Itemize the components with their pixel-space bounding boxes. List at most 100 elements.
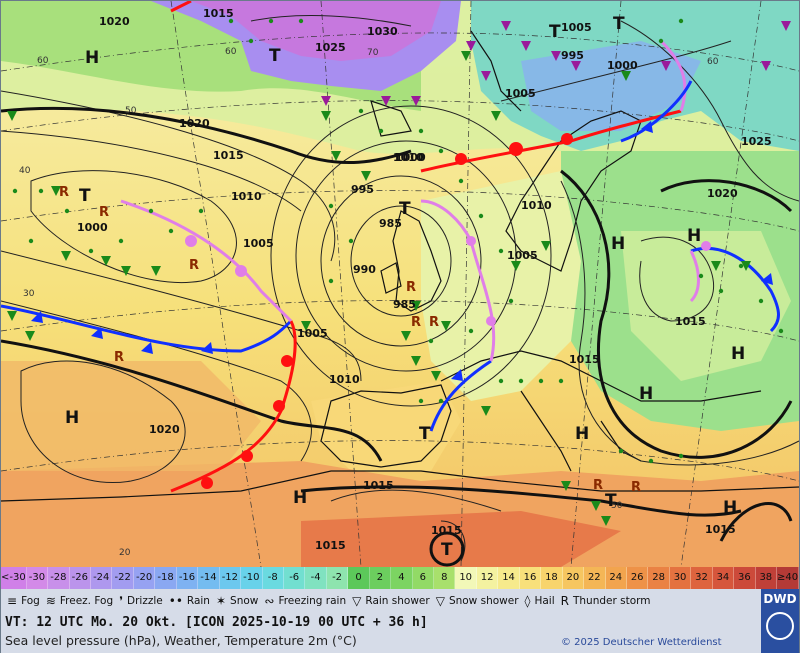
svg-text:1000: 1000 bbox=[77, 221, 108, 234]
svg-text:30: 30 bbox=[23, 289, 35, 299]
svg-text:70: 70 bbox=[367, 48, 379, 58]
svg-text:1010: 1010 bbox=[521, 199, 552, 212]
scale-cell: 36 bbox=[734, 567, 756, 589]
bold-isobars bbox=[1, 106, 793, 542]
scale-cell: 18 bbox=[541, 567, 563, 589]
svg-text:1020: 1020 bbox=[149, 423, 180, 436]
scale-cell: -30 bbox=[26, 567, 49, 589]
legend-item: ▽ Rain shower bbox=[352, 595, 430, 607]
fog-icon: ≡ bbox=[7, 594, 18, 608]
svg-text:1000: 1000 bbox=[607, 59, 638, 72]
svg-text:1015: 1015 bbox=[569, 353, 600, 366]
scale-cell: 22 bbox=[584, 567, 606, 589]
scale-cell: 16 bbox=[519, 567, 542, 589]
svg-text:T: T bbox=[549, 22, 561, 42]
rain-symbols bbox=[12, 18, 784, 464]
dwd-logo[interactable]: DWD bbox=[761, 589, 799, 653]
svg-text:1020: 1020 bbox=[99, 15, 130, 28]
coastlines bbox=[1, 30, 799, 502]
svg-text:H: H bbox=[639, 384, 653, 404]
russia-land bbox=[621, 231, 791, 381]
chart-description: Sea level pressure (hPa), Weather, Tempe… bbox=[5, 633, 357, 648]
svg-text:1015: 1015 bbox=[705, 523, 736, 536]
svg-text:1020: 1020 bbox=[179, 117, 210, 130]
scandinavia-cold-core bbox=[521, 41, 701, 131]
legend-item: •• Rain bbox=[169, 595, 210, 607]
scale-cell: -4 bbox=[305, 567, 327, 589]
snow-shower-symbols bbox=[321, 21, 791, 106]
scale-cell: 2 bbox=[369, 567, 392, 589]
scale-cell: -8 bbox=[262, 567, 284, 589]
scale-cell: 32 bbox=[691, 567, 713, 589]
svg-text:40: 40 bbox=[19, 166, 31, 176]
svg-text:H: H bbox=[611, 234, 625, 254]
legend-item: ≋ Freez. Fog bbox=[45, 594, 114, 608]
svg-text:60: 60 bbox=[225, 47, 237, 57]
weather-map: R R R R R R R R R 1020 1015 1030 1025 10… bbox=[1, 1, 799, 567]
svg-text:995: 995 bbox=[351, 183, 374, 196]
legend-label: Freezing rain bbox=[278, 595, 347, 607]
isobar-labels: 1020 1015 1030 1025 1020 1015 1010 1005 … bbox=[77, 7, 772, 552]
legend-label: Fog bbox=[21, 595, 40, 607]
svg-text:50: 50 bbox=[125, 106, 137, 116]
drizzle-icon: ❜ bbox=[119, 594, 123, 608]
svg-text:1030: 1030 bbox=[367, 25, 398, 38]
svg-text:T: T bbox=[605, 491, 617, 511]
dwd-logo-text: DWD bbox=[763, 592, 797, 606]
svg-text:985: 985 bbox=[379, 217, 402, 230]
legend-item: ❜ Drizzle bbox=[119, 594, 163, 608]
svg-text:1010: 1010 bbox=[329, 373, 360, 386]
scale-cell: -14 bbox=[198, 567, 220, 589]
legend-label: Snow shower bbox=[448, 595, 519, 607]
copyright: © 2025 Deutscher Wetterdienst bbox=[561, 637, 722, 648]
freezing-rain-icon: ∾ bbox=[264, 594, 275, 608]
svg-text:H: H bbox=[575, 424, 589, 444]
svg-text:1015: 1015 bbox=[315, 539, 346, 552]
pressure-lows: T T T T T T T T bbox=[79, 14, 625, 560]
svg-text:60: 60 bbox=[37, 56, 49, 66]
scale-cell: -22 bbox=[112, 567, 134, 589]
thunderstorm-icon: R bbox=[560, 594, 569, 608]
scale-cell: ≥40 °C bbox=[777, 567, 800, 605]
svg-text:T: T bbox=[79, 186, 91, 206]
scale-cell: -28 bbox=[48, 567, 70, 589]
scale-cell: -24 bbox=[91, 567, 113, 589]
weather-legend: ≡ Fog ≋ Freez. Fog ❜ Drizzle •• Rain ✶ Snow ∾ Freez… bbox=[1, 589, 761, 613]
scale-cell: 4 bbox=[391, 567, 413, 589]
scale-cell: 20 bbox=[562, 567, 585, 589]
legend-item: ▽ Snow shower bbox=[436, 595, 519, 607]
scale-cell: 10 bbox=[455, 567, 477, 589]
temperature-scale: <-30 -30 -28 -26 -24 -22 -20 -18 -16 -14 -12 -10 -8-… bbox=[1, 567, 800, 605]
front-pips bbox=[31, 121, 773, 489]
valid-time: VT: 12 UTC Mo. 20 Okt. [ICON 2025-10-19 … bbox=[5, 615, 428, 630]
scale-cell: 14 bbox=[498, 567, 520, 589]
svg-text:990: 990 bbox=[353, 263, 376, 276]
low-circle bbox=[429, 531, 465, 567]
scale-cell: 8 bbox=[434, 567, 456, 589]
svg-text:995: 995 bbox=[561, 49, 584, 62]
scale-cell: 26 bbox=[626, 567, 649, 589]
svg-text:H: H bbox=[65, 408, 79, 428]
svg-text:R: R bbox=[406, 280, 416, 295]
svg-text:1005: 1005 bbox=[561, 21, 592, 34]
hail-icon: ◊ bbox=[524, 594, 531, 608]
svg-text:H: H bbox=[687, 226, 701, 246]
svg-text:1020: 1020 bbox=[707, 187, 738, 200]
latitude-labels: 60 50 40 30 20 60 70 60 50 bbox=[19, 47, 719, 558]
scale-cell: 28 bbox=[648, 567, 670, 589]
svg-text:R: R bbox=[99, 205, 109, 220]
greenland-cold-core bbox=[191, 1, 441, 61]
freezing-fog-icon: ≋ bbox=[45, 594, 56, 608]
svg-text:60: 60 bbox=[707, 57, 719, 67]
legend-label: Freez. Fog bbox=[59, 595, 114, 607]
svg-text:R: R bbox=[189, 258, 199, 273]
iberia-land bbox=[311, 381, 461, 471]
scale-cell: 6 bbox=[412, 567, 435, 589]
scale-cell: <-30 bbox=[1, 567, 27, 589]
svg-text:R: R bbox=[411, 315, 421, 330]
legend-label: Thunder storm bbox=[572, 595, 651, 607]
svg-text:1005: 1005 bbox=[507, 249, 538, 262]
svg-text:1005: 1005 bbox=[297, 327, 328, 340]
scale-cell: -2 bbox=[326, 567, 349, 589]
